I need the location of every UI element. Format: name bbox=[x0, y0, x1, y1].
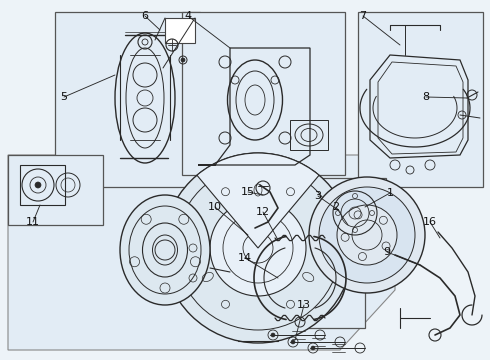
Circle shape bbox=[337, 205, 397, 265]
Text: 6: 6 bbox=[142, 11, 148, 21]
Bar bbox=[20, 165, 65, 205]
Text: 10: 10 bbox=[208, 202, 222, 212]
Bar bbox=[318, 178, 386, 243]
Text: 13: 13 bbox=[297, 300, 311, 310]
Circle shape bbox=[163, 153, 353, 343]
Text: 16: 16 bbox=[423, 217, 437, 227]
Text: 12: 12 bbox=[256, 207, 270, 217]
Text: 2: 2 bbox=[332, 202, 340, 212]
Text: 5: 5 bbox=[60, 92, 68, 102]
Circle shape bbox=[291, 340, 295, 344]
Ellipse shape bbox=[120, 195, 210, 305]
Circle shape bbox=[210, 200, 306, 296]
Circle shape bbox=[271, 333, 275, 337]
Text: 4: 4 bbox=[184, 11, 192, 21]
Circle shape bbox=[311, 346, 315, 350]
Text: 3: 3 bbox=[315, 191, 321, 201]
Text: 8: 8 bbox=[422, 92, 430, 102]
Circle shape bbox=[181, 58, 185, 62]
Circle shape bbox=[309, 177, 425, 293]
Bar bbox=[8, 155, 103, 225]
Text: 1: 1 bbox=[387, 188, 393, 198]
Text: 11: 11 bbox=[26, 217, 40, 227]
Text: 9: 9 bbox=[384, 247, 391, 257]
Text: 7: 7 bbox=[360, 11, 367, 21]
Polygon shape bbox=[8, 155, 395, 350]
Wedge shape bbox=[197, 153, 319, 248]
Bar bbox=[290, 120, 328, 150]
Text: 14: 14 bbox=[238, 253, 252, 263]
Polygon shape bbox=[182, 12, 345, 175]
Circle shape bbox=[35, 182, 41, 188]
Text: 15: 15 bbox=[241, 187, 255, 197]
Bar bbox=[55, 12, 200, 187]
Bar bbox=[235, 228, 365, 328]
Bar bbox=[358, 12, 483, 187]
Bar bbox=[165, 18, 195, 43]
Circle shape bbox=[319, 187, 415, 283]
